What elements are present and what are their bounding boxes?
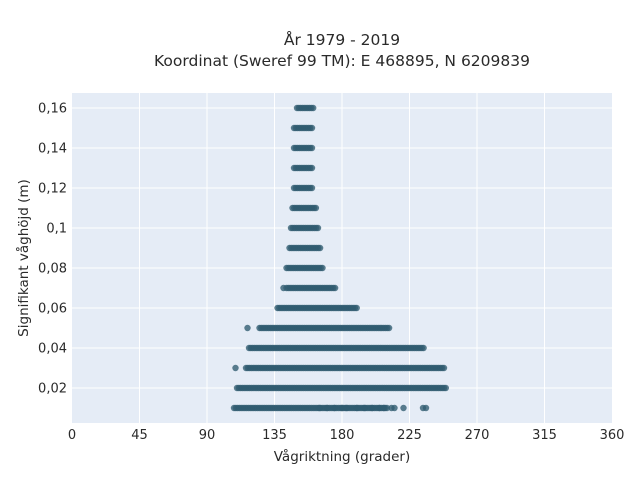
scatter-row bbox=[245, 344, 427, 352]
scatter-row bbox=[274, 304, 360, 312]
data-point bbox=[331, 284, 339, 292]
data-point-outlier bbox=[391, 404, 398, 412]
data-point bbox=[312, 204, 320, 212]
scatter-row bbox=[290, 184, 316, 192]
y-tick-label: 0,14 bbox=[38, 142, 67, 157]
y-tick-label: 0,12 bbox=[38, 182, 67, 197]
data-point bbox=[440, 364, 448, 372]
x-tick-label: 270 bbox=[465, 428, 490, 443]
scatter-row bbox=[232, 364, 448, 372]
data-point-outlier bbox=[343, 404, 350, 412]
data-point-outlier bbox=[422, 404, 430, 412]
data-points bbox=[230, 104, 449, 412]
x-tick-label: 45 bbox=[131, 428, 148, 443]
chart-title: År 1979 - 2019 bbox=[284, 30, 400, 49]
data-point-outlier bbox=[361, 404, 368, 412]
data-point-outlier bbox=[323, 404, 331, 412]
data-point-outlier bbox=[280, 284, 287, 292]
scatter-row bbox=[290, 164, 316, 172]
data-point bbox=[442, 384, 449, 392]
data-point bbox=[319, 264, 326, 272]
data-point-outlier bbox=[232, 364, 239, 372]
data-point bbox=[353, 304, 360, 312]
data-point-outlier bbox=[353, 404, 361, 412]
y-tick-label: 0,1 bbox=[46, 222, 67, 237]
scatter-row bbox=[280, 284, 339, 292]
data-point bbox=[316, 244, 324, 252]
y-tick-label: 0,06 bbox=[38, 302, 67, 317]
data-point bbox=[310, 104, 317, 112]
y-tick-label: 0,04 bbox=[38, 342, 67, 357]
data-point bbox=[308, 144, 316, 152]
y-axis-title: Signifikant våghöjd (m) bbox=[15, 179, 32, 337]
data-point-outlier bbox=[244, 324, 251, 332]
scatter-row bbox=[287, 224, 322, 232]
data-point bbox=[385, 324, 393, 332]
scatter-row bbox=[244, 324, 393, 332]
x-tick-label: 180 bbox=[330, 428, 355, 443]
data-point-outlier bbox=[400, 404, 407, 412]
data-point bbox=[314, 224, 322, 232]
y-tick-label: 0,16 bbox=[38, 102, 67, 117]
data-point-outlier bbox=[331, 404, 338, 412]
data-point-outlier bbox=[338, 404, 346, 412]
scatter-row bbox=[233, 384, 449, 392]
y-tick-label: 0,02 bbox=[38, 382, 67, 397]
x-tick-label: 135 bbox=[262, 428, 287, 443]
x-tick-label: 225 bbox=[397, 428, 422, 443]
scatter-row bbox=[283, 264, 326, 272]
scatter-row bbox=[289, 204, 320, 212]
data-point bbox=[420, 344, 427, 352]
y-tick-label: 0,08 bbox=[38, 262, 67, 277]
data-point bbox=[308, 164, 316, 172]
scatter-row bbox=[286, 244, 324, 252]
data-point-outlier bbox=[316, 404, 323, 412]
data-point-outlier bbox=[376, 404, 383, 412]
y-tick-labels: 0,02 0,04 0,06 0,08 0,1 0,12 0,14 0,16 bbox=[38, 102, 67, 397]
x-tick-label: 360 bbox=[600, 428, 625, 443]
x-tick-labels: 0 45 90 135 180 225 270 315 360 bbox=[68, 428, 625, 443]
scatter-row bbox=[293, 104, 317, 112]
scatter-row bbox=[290, 144, 316, 152]
x-tick-label: 90 bbox=[199, 428, 216, 443]
x-tick-label: 315 bbox=[532, 428, 557, 443]
data-point-outlier bbox=[368, 404, 376, 412]
chart-subtitle: Koordinat (Sweref 99 TM): E 468895, N 62… bbox=[154, 52, 530, 70]
data-point-outlier bbox=[380, 404, 388, 412]
x-tick-label: 0 bbox=[68, 428, 76, 443]
data-point bbox=[308, 184, 316, 192]
scatter-row bbox=[290, 124, 316, 132]
x-axis-title: Vågriktning (grader) bbox=[274, 448, 411, 465]
scatter-row bbox=[230, 404, 430, 412]
data-point bbox=[308, 124, 316, 132]
